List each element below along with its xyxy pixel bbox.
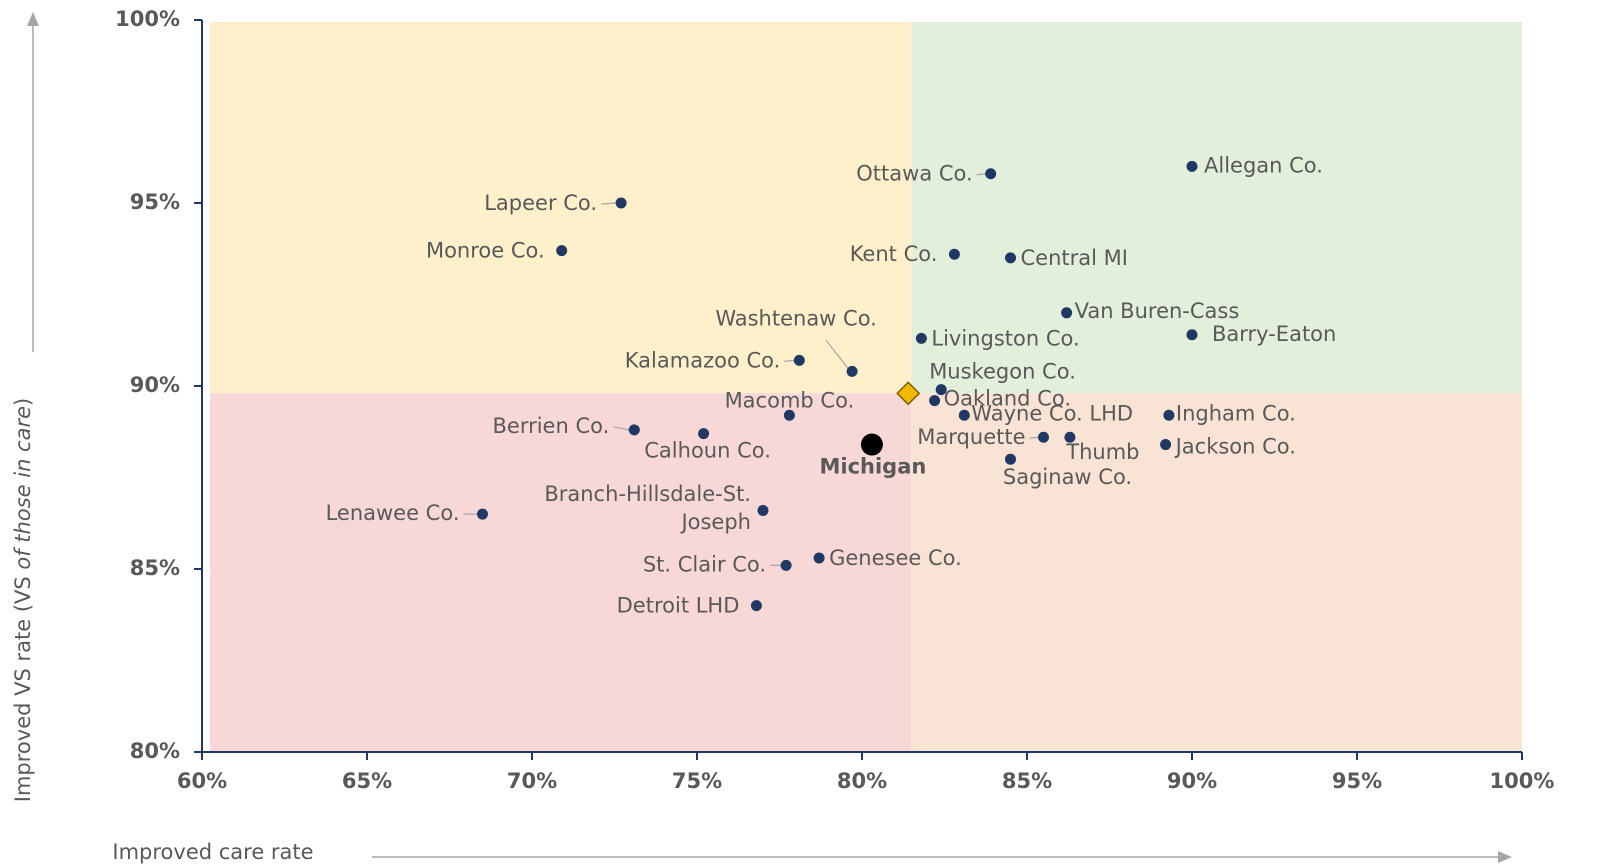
leader-line — [825, 339, 849, 369]
point-label: Lenawee Co. — [326, 501, 460, 525]
point-label: St. Clair Co. — [643, 552, 766, 576]
point — [846, 365, 858, 377]
highlight-point — [860, 433, 883, 456]
x-tick-label: 95% — [1332, 769, 1382, 793]
leader-line — [613, 426, 630, 431]
point-label: Allegan Co. — [1204, 153, 1323, 177]
x-tick-label: 75% — [672, 769, 722, 793]
leader-line — [784, 359, 795, 362]
point — [783, 409, 795, 421]
point-label: Marquette — [917, 425, 1025, 449]
point-label: Kalamazoo Co. — [625, 348, 781, 372]
point-label: Muskegon Co. — [929, 360, 1076, 384]
point-label: Ottawa Co. — [856, 162, 972, 186]
leader-line — [976, 173, 986, 176]
point — [750, 600, 762, 612]
point — [793, 354, 805, 366]
point — [757, 504, 769, 516]
point — [935, 384, 947, 396]
point-label: Monroe Co. — [426, 239, 545, 263]
point-label: Wayne Co. LHD — [971, 401, 1133, 425]
point-label: Oakland Co. — [944, 387, 1071, 411]
point — [985, 168, 997, 180]
point — [929, 395, 941, 407]
point — [780, 559, 792, 571]
point-label: Macomb Co. — [725, 388, 855, 412]
point — [615, 197, 627, 209]
point-label: Van Buren-Cass — [1075, 299, 1240, 323]
point-label: Lapeer Co. — [484, 191, 597, 215]
y-tick-label: 85% — [130, 556, 180, 580]
point-label: Central MI — [1021, 246, 1128, 270]
point-label: Washtenaw Co. — [715, 306, 877, 330]
x-tick-label: 60% — [177, 769, 227, 793]
point — [477, 508, 488, 520]
x-tick-label: 70% — [507, 769, 557, 793]
point — [1005, 453, 1016, 465]
point — [948, 248, 960, 260]
point — [1186, 160, 1198, 172]
point — [1038, 431, 1049, 443]
y-tick-label: 95% — [130, 190, 180, 214]
point-label: Berrien Co. — [493, 414, 610, 438]
point — [813, 552, 825, 564]
point — [1061, 307, 1073, 319]
x-arrow-head — [1498, 851, 1512, 863]
point-label: Jackson Co. — [1174, 435, 1296, 459]
leader-line — [1029, 436, 1039, 439]
point — [556, 245, 568, 257]
point-label: Genesee Co. — [829, 546, 962, 570]
point — [958, 409, 970, 421]
leader-line — [601, 202, 617, 205]
point-label: Detroit LHD — [617, 594, 740, 618]
point-label: Branch-Hillsdale-St. Joseph — [544, 482, 751, 535]
x-tick-label: 90% — [1167, 769, 1217, 793]
point — [915, 332, 927, 344]
y-label-part: ) — [11, 398, 35, 406]
point — [628, 424, 640, 436]
quadrant — [911, 22, 1522, 394]
quadrant — [210, 393, 912, 752]
x-tick-label: 80% — [837, 769, 887, 793]
quadrant — [911, 393, 1522, 752]
x-tick-label: 65% — [342, 769, 392, 793]
y-arrow-head — [27, 12, 39, 26]
y-tick-label: 100% — [115, 7, 180, 31]
y-axis-label: Improved VS rate (VS of those in care) — [11, 398, 35, 802]
point-label: Kent Co. — [850, 242, 938, 266]
quadrant — [210, 22, 912, 394]
point — [698, 428, 710, 440]
point-label: Ingham Co. — [1176, 401, 1296, 425]
x-axis-label: Improved care rate — [112, 840, 313, 864]
point — [1005, 252, 1016, 264]
x-tick-label: 85% — [1002, 769, 1052, 793]
x-tick-label: 100% — [1490, 769, 1555, 793]
point — [1163, 409, 1175, 421]
point-label: Barry-Eaton — [1212, 322, 1336, 346]
point-label: Thumb — [1065, 440, 1139, 464]
y-label-part: Improved VS rate (VS — [11, 570, 35, 803]
point-label-box: Branch-Hillsdale-St. Joseph — [544, 482, 751, 535]
point — [1064, 431, 1076, 443]
point-label: Calhoun Co. — [644, 439, 771, 463]
point-label: Livingston Co. — [931, 326, 1079, 350]
highlight-label: Michigan — [819, 455, 926, 479]
point — [1186, 329, 1198, 341]
point — [1160, 439, 1172, 451]
point-label: Saginaw Co. — [1003, 465, 1132, 489]
y-tick-label: 80% — [130, 739, 180, 763]
y-label-part: of those in care — [11, 406, 35, 570]
y-tick-label: 90% — [130, 373, 180, 397]
target-point — [896, 381, 921, 406]
